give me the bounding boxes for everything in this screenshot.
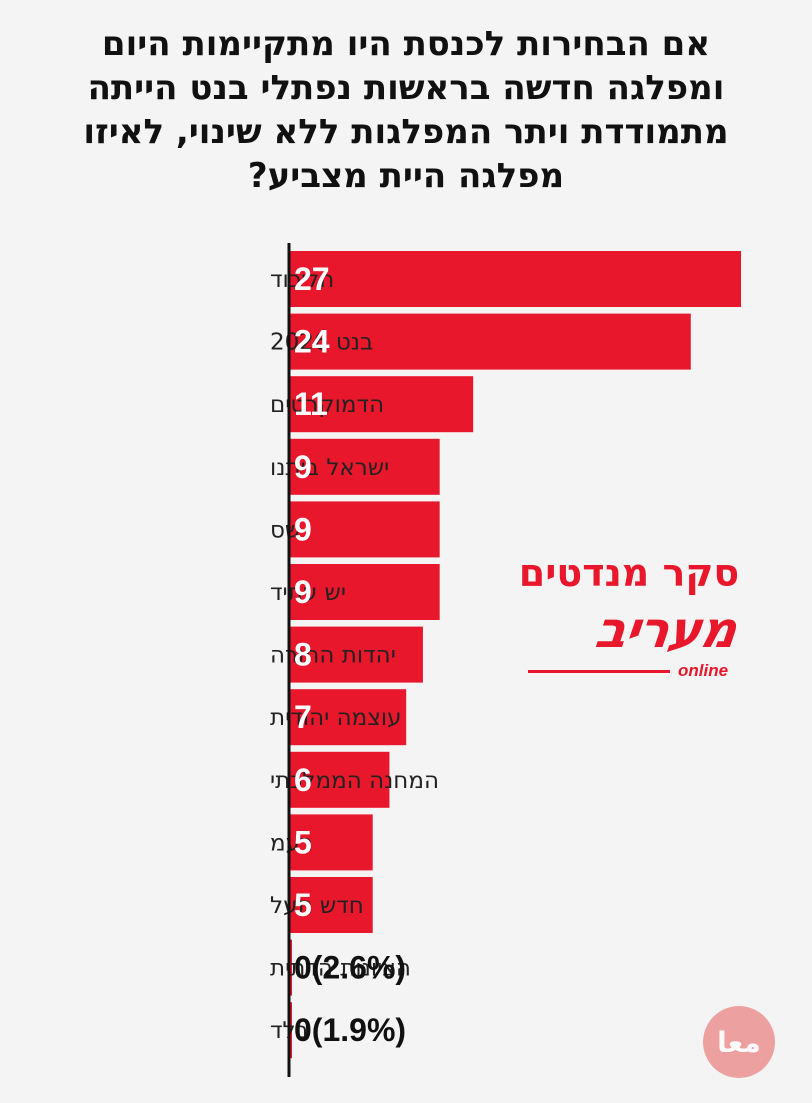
value-label: 5 [294,887,312,923]
bar [289,251,741,307]
category-label: הציונות הדתית [270,956,411,982]
category-label: בנט 2026 [270,330,373,356]
value-label: 24 [294,324,330,360]
value-label: 27 [294,261,330,297]
title-line: מפלגה היית מצביע? [247,156,565,196]
value-label: 8 [294,637,312,673]
value-label: 6 [294,762,312,798]
category-label: יהדות התורה [270,643,396,669]
bars-group [289,251,741,1059]
brand-logo: סקר מנדטים מעריב online [518,548,740,688]
category-label: חדש תעל [270,893,364,919]
bar [289,814,373,871]
bar [289,689,407,746]
brand-subtitle: סקר מנדטים [518,551,740,595]
category-label: רעמ [270,830,313,856]
title-line: ומפלגה חדשה בראשות נפתלי בנט הייתה [87,68,725,108]
value-label: 9 [294,449,312,485]
value-label: 11 [294,386,328,422]
bar [289,438,440,495]
value-label: 0(2.6%) [294,950,406,986]
bar [289,564,440,620]
value-labels-group: 27 24 11 9 9 9 8 7 6 5 5 0(2.6%) 0(1.9%) [294,261,406,1048]
value-label: 7 [294,699,312,735]
value-label: 9 [294,511,312,547]
bar [289,877,373,933]
brand-tag: online [678,661,729,680]
category-label: שס [270,517,301,543]
title-line: אם הבחירות לכנסת היו מתקיימות היום [101,24,711,64]
svg-text:معا: معا [717,1026,761,1059]
brand-divider [528,670,670,673]
category-label: יש עתיד [270,580,346,606]
category-label: המחנה הממלכתי [270,768,439,794]
bar [289,376,474,433]
bar [289,501,440,558]
chart-title: אם הבחירות לכנסת היו מתקיימות היום ומפלג… [40,22,772,198]
category-label: הליכוד [270,267,334,293]
category-label: עוצמה יהודית [270,705,402,731]
value-label: 9 [294,574,312,610]
bar [289,313,691,370]
value-label: 0(1.9%) [294,1012,406,1048]
brand-name: מעריב [592,601,741,659]
bar [289,751,390,808]
watermark-logo: معا [703,1006,775,1078]
title-line: מתמודדת ויתר המפלגות ללא שינוי, לאיזו [83,112,729,152]
bar [289,626,423,683]
value-label: 5 [294,824,312,860]
